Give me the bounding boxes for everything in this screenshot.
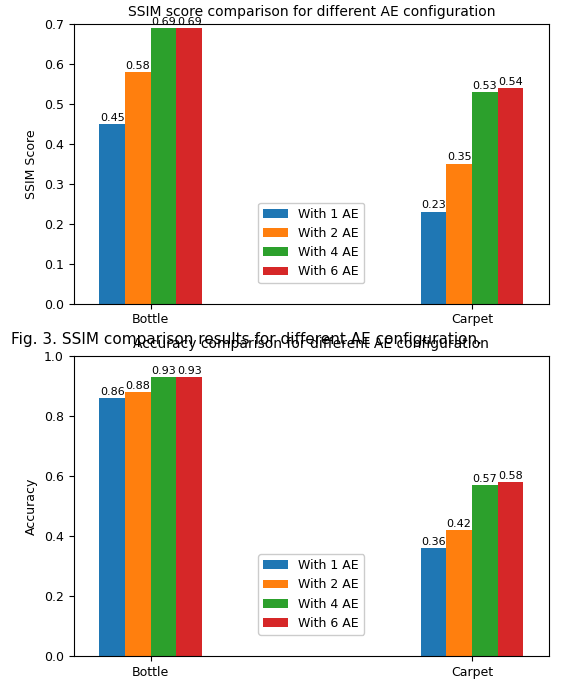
Bar [498,88,524,304]
Title: Accuracy comparison for different AE configuration: Accuracy comparison for different AE con… [134,336,489,350]
Bar [125,392,151,656]
Bar [446,530,472,656]
Bar [99,124,125,304]
Bar [421,548,446,656]
Text: Fig. 3. SSIM comparison results for different AE configuration.: Fig. 3. SSIM comparison results for diff… [11,332,482,346]
Text: 0.86: 0.86 [100,387,125,396]
Text: 0.93: 0.93 [177,366,201,376]
Bar [177,29,202,304]
Text: 0.42: 0.42 [447,519,471,529]
Title: SSIM score comparison for different AE configuration: SSIM score comparison for different AE c… [127,5,495,19]
Text: 0.54: 0.54 [498,77,523,87]
Bar [151,377,177,656]
Text: 0.58: 0.58 [126,61,150,70]
Text: 0.23: 0.23 [421,200,446,210]
Bar [125,73,151,304]
Text: 0.36: 0.36 [421,537,445,547]
Bar [421,212,446,304]
Y-axis label: Accuracy: Accuracy [25,477,38,535]
Bar [472,92,498,304]
Bar [177,377,202,656]
Legend: With 1 AE, With 2 AE, With 4 AE, With 6 AE: With 1 AE, With 2 AE, With 4 AE, With 6 … [259,202,364,283]
Bar [446,164,472,304]
Text: 0.69: 0.69 [151,17,176,27]
Text: 0.45: 0.45 [100,112,125,123]
Legend: With 1 AE, With 2 AE, With 4 AE, With 6 AE: With 1 AE, With 2 AE, With 4 AE, With 6 … [259,554,364,635]
Bar [99,398,125,656]
Bar [151,29,177,304]
Y-axis label: SSIM Score: SSIM Score [25,129,38,199]
Text: 0.58: 0.58 [498,471,523,481]
Text: 0.57: 0.57 [473,474,497,484]
Text: 0.35: 0.35 [447,152,471,163]
Text: 0.53: 0.53 [473,81,497,91]
Text: 0.93: 0.93 [151,366,176,376]
Bar [498,482,524,656]
Text: 0.88: 0.88 [126,381,150,391]
Text: 0.69: 0.69 [177,17,201,27]
Bar [472,485,498,656]
